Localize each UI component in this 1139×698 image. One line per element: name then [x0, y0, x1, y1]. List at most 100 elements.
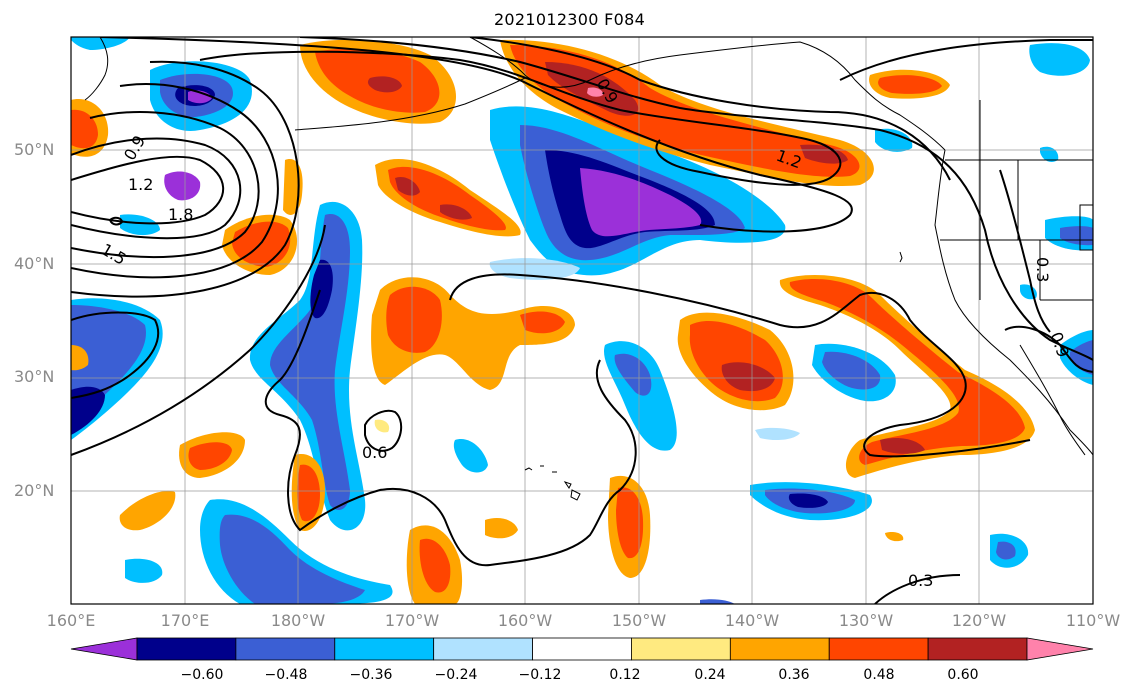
blue-region-east-mid-core — [614, 353, 652, 396]
contour-small-loop — [364, 409, 403, 452]
colorbar-tick-label: 0.24 — [694, 667, 726, 683]
warm-region-small-3 — [71, 345, 89, 371]
warm-region-sw-1-mid — [188, 442, 232, 470]
contour-nw-loop — [469, 37, 951, 181]
colorbar-segment — [729, 637, 830, 661]
lat-label-20n: 20°N — [14, 481, 55, 500]
warm-region-central-north-core — [395, 176, 420, 196]
colorbar-segment — [631, 637, 731, 661]
contour-coast-2 — [999, 169, 1051, 333]
map-title: 2021012300 F084 — [493, 10, 646, 29]
contour-label-9: 0.6 — [362, 443, 387, 462]
warm-region-gulf-pink — [587, 87, 604, 97]
colorbar-tick-label: 0.60 — [947, 667, 979, 683]
colorbar-tick-label: 0.48 — [863, 667, 895, 683]
lat-label-40n: 40°N — [14, 254, 55, 273]
lon-label-150w: 150°W — [611, 611, 667, 630]
colorbar-tick-label: −0.36 — [349, 667, 393, 683]
yellow-edge-1 — [374, 419, 390, 433]
positive-anomaly-regions — [71, 39, 1035, 604]
contour-ring-2 — [71, 137, 242, 240]
lon-label-110w: 110°W — [1065, 611, 1121, 630]
contour-big-arc — [71, 224, 326, 456]
contour-ring-4 — [71, 83, 279, 279]
lon-label-180w: 180°W — [270, 611, 326, 630]
colorbar-segment — [136, 637, 237, 661]
contour-label-10: 0.3 — [908, 571, 933, 590]
colorbar-tick-label: 0.12 — [609, 667, 641, 683]
blue-region-small-3-core — [996, 541, 1016, 560]
blue-region-sw-mid — [219, 514, 365, 604]
warm-region-sw-2 — [119, 490, 176, 531]
warm-region-far-nw-mid — [71, 109, 98, 149]
blue-region-small-1 — [453, 439, 488, 473]
colorbar-tick-label: −0.48 — [264, 667, 308, 683]
warm-region-south-2-mid — [616, 487, 644, 559]
warm-region-central-north-mid — [388, 166, 506, 231]
warm-region-ne-small-mid — [878, 75, 942, 94]
warm-region-central-mid — [386, 286, 442, 353]
coastline-aleutians — [294, 77, 526, 131]
warm-region-gulf-core-2 — [800, 144, 848, 164]
colorbar-tick-label: −0.24 — [434, 667, 478, 683]
contour-coast-loop — [1004, 325, 1093, 373]
contour-ring-5 — [71, 60, 300, 298]
warm-region-central-mid-2 — [520, 311, 565, 334]
purple-region-center-ne — [580, 168, 702, 237]
lon-label-120w: 120°W — [951, 611, 1007, 630]
blue-region-coast-small — [875, 128, 913, 152]
colorbar-segment — [532, 637, 632, 661]
contour-label-7: 0.3 — [1033, 257, 1052, 282]
coastline-kamchatka — [84, 37, 109, 101]
colorbar-extend-low — [70, 637, 138, 661]
blue-region-top-left — [71, 37, 130, 50]
warm-region-nw-strip — [283, 159, 303, 215]
colorbar-segment — [433, 637, 533, 661]
warm-region-small-2 — [885, 531, 904, 542]
contour-ring-1 — [71, 155, 225, 225]
coastline-west-na — [934, 149, 1093, 456]
contour-upper-wave-2 — [299, 37, 1093, 361]
contour-middle — [449, 273, 1031, 458]
colorbar-extend-high — [1026, 637, 1094, 661]
warm-region-east-central-core — [721, 362, 775, 392]
warm-region-small-1 — [485, 518, 518, 539]
map-frame — [70, 36, 1094, 605]
warm-region-central-north-core-2 — [440, 204, 472, 220]
colorbar-tick-label: −0.12 — [518, 667, 562, 683]
border-states — [940, 100, 1093, 301]
colorbar-tick-label: −0.60 — [180, 667, 224, 683]
warm-region-sw-3-mid — [297, 464, 320, 522]
colorbar-tick-label: 0.36 — [778, 667, 810, 683]
contour-sw-lower — [71, 311, 160, 399]
lon-label-160w: 160°W — [497, 611, 553, 630]
island-small — [899, 251, 903, 263]
contour-label-3: 1.8 — [168, 205, 193, 224]
purple-region-nw — [164, 171, 201, 201]
warm-region-south-mid — [419, 538, 451, 593]
negative-anomaly-regions — [71, 37, 1093, 604]
colorbar-segment — [828, 637, 929, 661]
lat-label-30n: 30°N — [14, 367, 55, 386]
blue-region-se-deep — [788, 493, 828, 508]
contour-ne-arc — [839, 39, 1093, 81]
contour-label-1: 0.9 — [120, 132, 149, 164]
islands-hawaii — [524, 465, 581, 501]
coastline-baja — [1019, 344, 1086, 456]
contour-se — [874, 574, 961, 604]
contour-ring-3 — [71, 111, 260, 259]
blue-region-left-low — [120, 214, 160, 236]
warm-region-east-mid — [789, 278, 1025, 465]
colorbar-segment — [334, 637, 435, 661]
colorbar — [70, 637, 1094, 661]
contour-label-2: 1.2 — [128, 175, 153, 194]
colorbar-segment — [927, 637, 1028, 661]
warm-region-aleutian-core — [367, 76, 402, 93]
lon-label-130w: 130°W — [838, 611, 894, 630]
lon-label-170e: 170°E — [160, 611, 210, 630]
colorbar-segment — [235, 637, 336, 661]
anomaly-field: 0.9 1.2 1.8 1.5 0.9 1.2 0.3 0.9 0.6 0.3 — [71, 37, 1093, 604]
blue-region-west-edge-deep — [71, 386, 105, 435]
blue-region-coast-core — [1070, 340, 1093, 375]
